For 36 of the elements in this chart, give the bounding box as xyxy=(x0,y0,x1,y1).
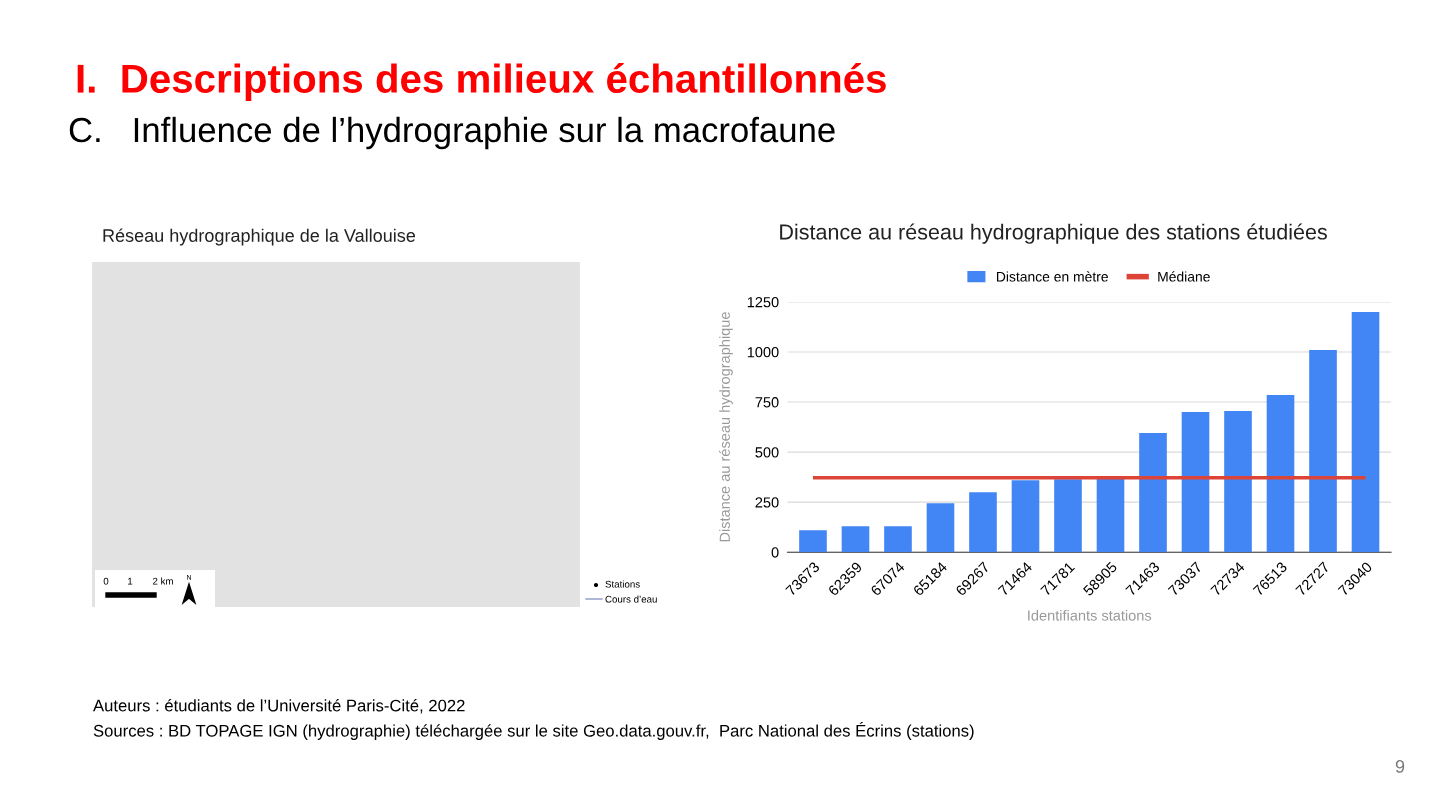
legend-label: Médiane xyxy=(1158,271,1210,282)
bar xyxy=(884,526,912,553)
text: 0 xyxy=(103,577,109,585)
bar xyxy=(799,530,827,553)
bar xyxy=(1351,311,1380,553)
x-axis-title: Identifiants stations xyxy=(1028,609,1152,621)
bar xyxy=(1224,411,1252,553)
bar xyxy=(1054,479,1082,553)
legend-label: Distance en mètre xyxy=(996,271,1108,282)
text: Cours d’eau xyxy=(605,595,657,603)
text: Auteurs : étudiants de l’Université Paris-Cité, 2022 xyxy=(93,699,465,714)
text: C. Influence de l’hydrographie sur la macrofaune xyxy=(69,116,835,150)
y-axis-title: Distance au réseau hydrographique xyxy=(719,312,733,542)
bar xyxy=(841,526,870,553)
text: I. Descriptions des milieux échantillonnés xyxy=(77,63,886,101)
y-tick-label: 1250 xyxy=(747,296,779,308)
bar xyxy=(1139,433,1167,553)
y-tick-label: 0 xyxy=(771,547,779,558)
y-tick-label: 250 xyxy=(755,497,779,508)
source-note: Sources : BD TOPAGE IGN (hydrographie) téléchargée sur le site Geo.data.gouv.fr, Parc National des Écrins (stations) xyxy=(93,722,974,740)
text: Réseau hydrographique de la Vallouise xyxy=(103,228,416,246)
bar xyxy=(1266,395,1295,553)
text: 9 xyxy=(1395,760,1405,773)
bar xyxy=(1096,478,1125,553)
bar xyxy=(926,503,955,553)
bar xyxy=(1011,480,1040,553)
y-tick-label: 750 xyxy=(755,397,779,408)
bar xyxy=(969,492,997,553)
chart-title: Distance au réseau hydrographique des stations étudiées xyxy=(780,223,1327,244)
text: 2 km xyxy=(152,577,173,585)
bar xyxy=(1181,412,1210,553)
y-tick-label: 500 xyxy=(755,447,779,458)
text: Stations xyxy=(605,580,640,588)
y-tick-label: 1000 xyxy=(747,347,779,358)
bar xyxy=(1309,349,1337,553)
text: 1 xyxy=(128,577,133,585)
